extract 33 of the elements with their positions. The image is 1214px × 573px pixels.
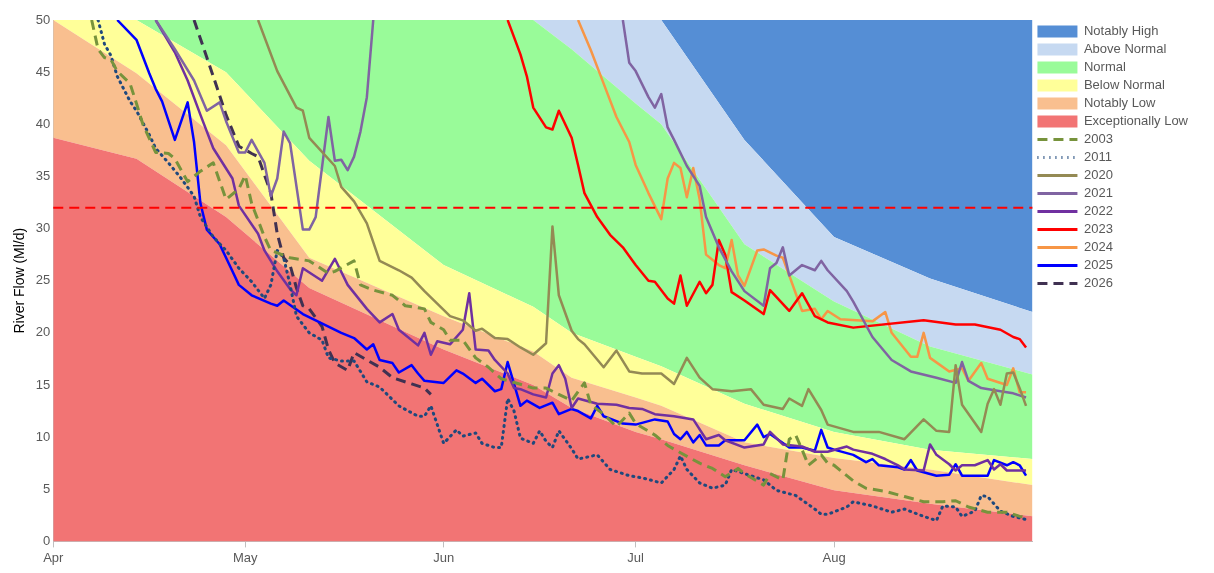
legend-label: 2003 [1083, 131, 1113, 147]
legend-label: 2022 [1083, 203, 1113, 219]
x-tick-label: Jun [433, 549, 455, 565]
y-tick-label: 45 [35, 63, 51, 79]
y-tick-label: 15 [35, 376, 51, 392]
legend-label: 2023 [1083, 221, 1113, 237]
y-tick-label: 50 [35, 11, 51, 27]
legend-label: 2011 [1083, 149, 1112, 165]
legend-label: Normal [1083, 59, 1126, 75]
legend-label: Above Normal [1083, 41, 1167, 57]
y-tick-label: 20 [35, 324, 51, 340]
x-tick-label: Apr [43, 549, 65, 565]
line-series [192, 20, 433, 396]
legend-label: 2024 [1083, 239, 1113, 255]
x-tick-label: May [232, 549, 259, 565]
y-axis-title: River Flow (Ml/d) [11, 227, 28, 334]
x-tick-label: Jul [627, 549, 645, 565]
x-tick-label: Aug [822, 549, 846, 565]
legend-label: 2025 [1083, 257, 1113, 273]
y-tick-label: 25 [35, 272, 51, 288]
legend-label: Notably High [1083, 23, 1159, 39]
legend-label: Notably Low [1083, 95, 1157, 111]
y-tick-label: 5 [43, 480, 51, 496]
legend-label: 2020 [1083, 167, 1113, 183]
y-tick-label: 10 [35, 428, 51, 444]
y-tick-label: 35 [35, 168, 51, 183]
y-tick-label: 30 [35, 220, 51, 236]
legend-label: Exceptionally Low [1083, 113, 1189, 129]
legend-label: Below Normal [1083, 77, 1165, 93]
y-tick-label: 40 [35, 115, 51, 131]
y-tick-label: 0 [43, 532, 51, 548]
legend-label: 2026 [1083, 275, 1113, 291]
legend-label: 2021 [1083, 185, 1113, 201]
